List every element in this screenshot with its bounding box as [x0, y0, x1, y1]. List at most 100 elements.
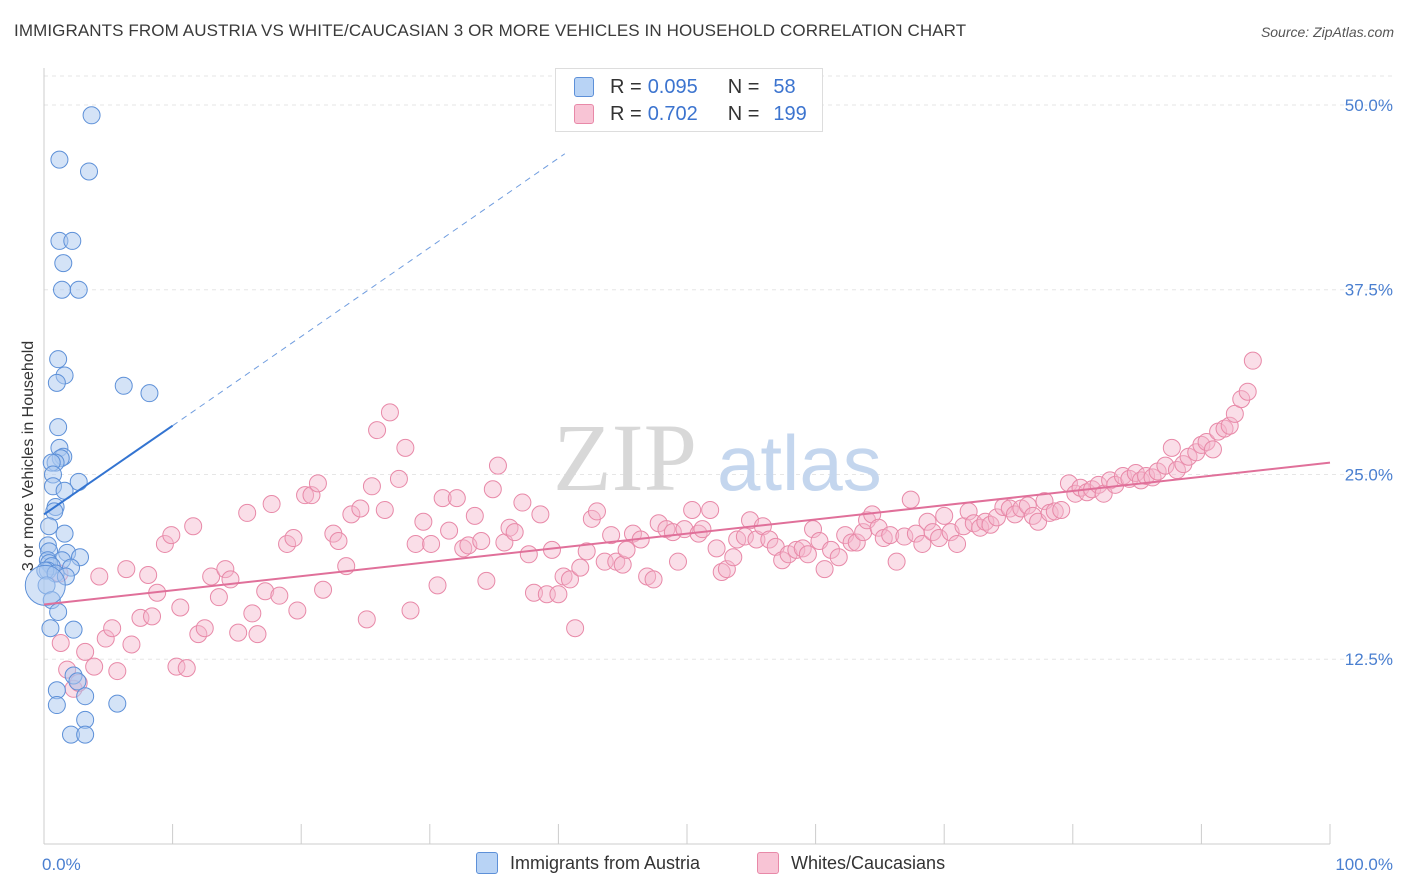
series-legend-item-whites[interactable]: Whites/Caucasians [757, 852, 945, 874]
data-point-austria [82, 106, 101, 125]
data-point-whites [829, 548, 848, 567]
data-point-austria [55, 524, 74, 543]
data-point-whites [96, 629, 115, 648]
data-point-whites [433, 489, 452, 508]
data-point-whites [440, 521, 459, 540]
data-point-whites [1045, 502, 1064, 521]
data-point-whites [895, 527, 914, 546]
data-point-whites [524, 583, 543, 602]
data-point-whites [465, 506, 484, 525]
data-point-austria [49, 350, 68, 369]
data-point-whites [1052, 500, 1071, 519]
data-point-whites [836, 526, 855, 545]
data-point-whites [90, 567, 109, 586]
y-tick-label: 25.0% [1345, 465, 1393, 484]
data-point-whites [513, 493, 532, 512]
data-point-whites [987, 508, 1006, 527]
data-point-whites [935, 506, 954, 525]
series-legend: Immigrants from Austria Whites/Caucasian… [0, 852, 1406, 876]
data-point-austria [108, 694, 127, 713]
data-point-austria [140, 384, 159, 403]
data-point-whites [617, 540, 636, 559]
data-point-whites [103, 619, 122, 638]
data-point-whites [262, 495, 281, 514]
data-point-whites [243, 604, 262, 623]
data-point-whites [531, 505, 550, 524]
data-point-whites [602, 526, 621, 545]
data-point-whites [85, 657, 104, 676]
data-point-austria [50, 150, 69, 169]
data-point-whites [288, 601, 307, 620]
data-point-whites [798, 545, 817, 564]
legend-n-label: N = [727, 102, 760, 125]
data-point-whites [869, 518, 888, 537]
data-point-whites [976, 512, 995, 531]
data-point-whites [842, 533, 861, 552]
data-point-whites [549, 585, 568, 604]
data-point-whites [117, 560, 136, 579]
data-point-whites [454, 539, 473, 558]
data-point-whites [1192, 435, 1211, 454]
series-swatch-pink [757, 852, 779, 874]
data-point-austria [53, 280, 72, 299]
data-point-whites [342, 505, 361, 524]
data-point-whites [760, 530, 779, 549]
data-point-whites [76, 642, 95, 661]
data-point-whites [229, 623, 248, 642]
trend-line-austria-extension [172, 153, 566, 427]
data-point-whites [1162, 438, 1181, 457]
data-point-whites [787, 540, 806, 559]
data-point-whites [368, 421, 387, 440]
series-legend-label: Whites/Caucasians [791, 852, 946, 873]
x-tick-label: 100.0% [1335, 855, 1393, 874]
data-point-whites [587, 502, 606, 521]
data-point-whites [571, 558, 590, 577]
data-point-whites [1137, 466, 1156, 485]
data-point-austria [114, 376, 133, 395]
legend-r-value: 0.702 [647, 102, 698, 125]
data-point-whites [447, 489, 466, 508]
data-point-whites [488, 456, 507, 475]
data-point-whites [847, 533, 866, 552]
data-point-whites [270, 586, 289, 605]
data-point-whites [1232, 390, 1251, 409]
data-point-austria [80, 162, 99, 181]
data-point-austria [49, 418, 68, 437]
data-point-whites [357, 610, 376, 629]
series-legend-label: Immigrants from Austria [510, 852, 701, 873]
data-point-whites [519, 545, 538, 564]
data-point-whites [683, 500, 702, 519]
data-point-whites [314, 580, 333, 599]
data-point-whites [216, 560, 235, 579]
data-point-whites [505, 523, 524, 542]
data-point-whites [918, 512, 937, 531]
data-point-whites [401, 601, 420, 620]
data-point-whites [248, 625, 267, 644]
data-point-whites [209, 588, 228, 607]
series-legend-item-austria[interactable]: Immigrants from Austria [476, 852, 700, 874]
data-point-whites [913, 534, 932, 553]
y-axis-label: 3 or more Vehicles in Household [20, 341, 37, 571]
data-point-whites [1220, 416, 1239, 435]
data-point-whites [613, 555, 632, 574]
zipatlas-watermark: ZIP atlas [553, 404, 882, 511]
data-point-whites [202, 567, 221, 586]
data-point-austria [49, 602, 68, 621]
data-point-whites [1197, 432, 1216, 451]
legend-n-value: 58 [773, 75, 796, 98]
data-point-whites [707, 539, 726, 558]
data-point-austria [54, 254, 73, 273]
data-point-whites [131, 608, 150, 627]
data-point-whites [177, 659, 196, 678]
data-point-austria [76, 725, 95, 744]
data-point-whites [948, 534, 967, 553]
data-point-whites [351, 499, 370, 518]
data-point-austria [47, 373, 66, 392]
data-point-whites [560, 570, 579, 589]
data-point-whites [477, 571, 496, 590]
legend-row-austria: R = 0.095 N = 58 [574, 75, 796, 99]
data-point-whites [981, 515, 1000, 534]
data-point-whites [1018, 496, 1037, 515]
trend-line-whites [43, 461, 1331, 606]
data-point-whites [422, 534, 441, 553]
